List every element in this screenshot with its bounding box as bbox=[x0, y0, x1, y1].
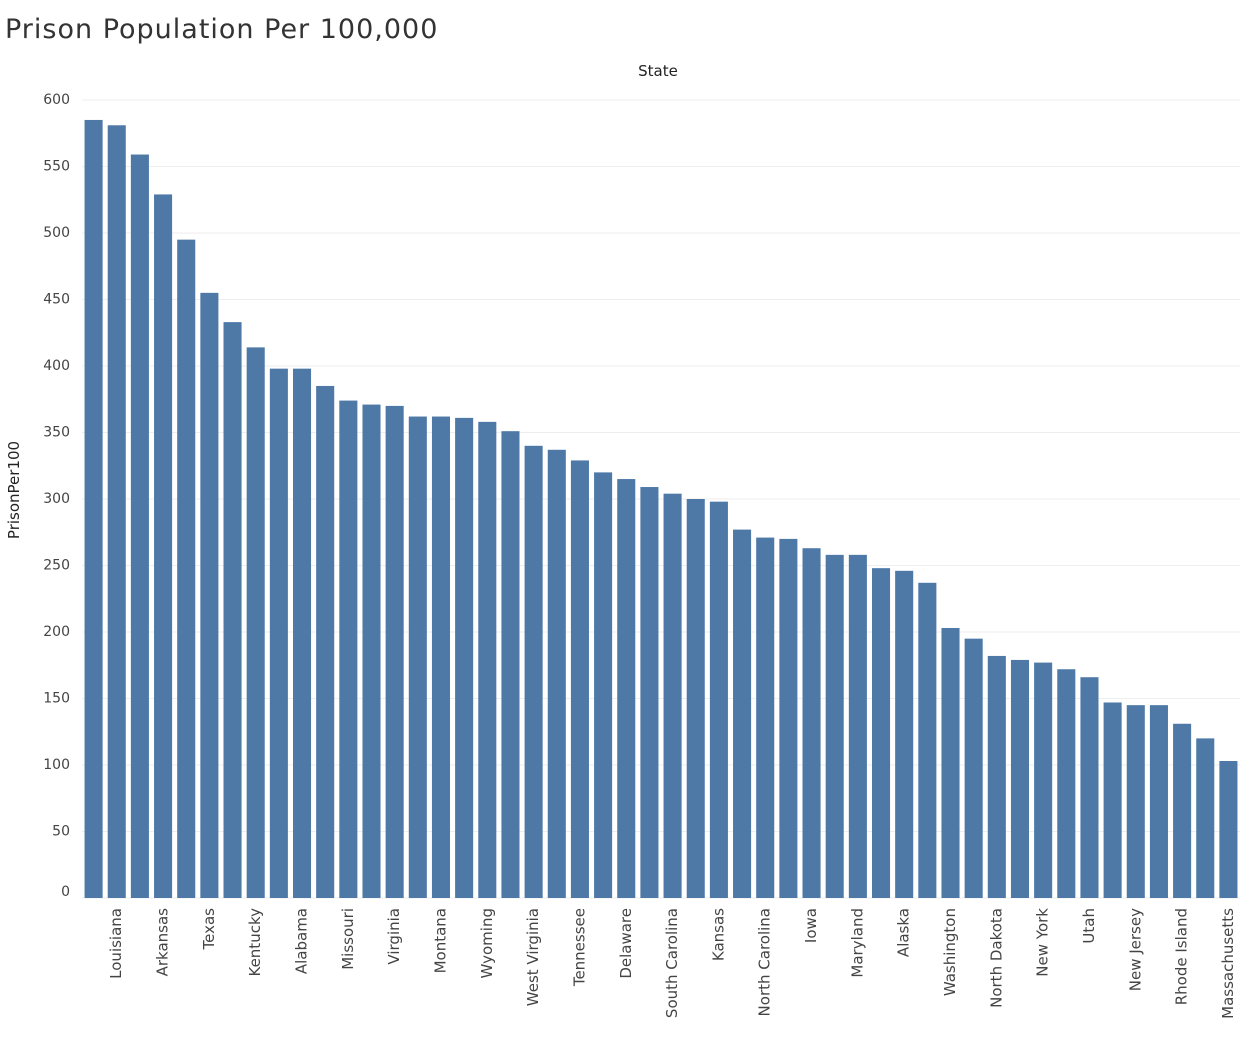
bar bbox=[1149, 705, 1168, 898]
x-tick-label: Alabama bbox=[293, 908, 311, 974]
bar bbox=[871, 568, 891, 898]
bar bbox=[478, 421, 497, 898]
x-tick-label: Utah bbox=[1080, 908, 1098, 944]
bar bbox=[1173, 723, 1192, 898]
bar bbox=[802, 548, 821, 898]
x-tick-label: Arkansas bbox=[154, 908, 172, 977]
bar bbox=[733, 529, 752, 898]
bar bbox=[964, 638, 983, 898]
bar bbox=[223, 322, 242, 898]
bar bbox=[895, 570, 914, 898]
y-tick-label: 350 bbox=[43, 425, 70, 441]
bar bbox=[339, 400, 358, 898]
x-tick-label: Louisiana bbox=[107, 908, 125, 979]
bar bbox=[408, 416, 427, 898]
y-tick-label: 450 bbox=[43, 292, 70, 308]
x-tick-label: Iowa bbox=[802, 908, 820, 943]
bar bbox=[1196, 738, 1215, 898]
y-axis-label: PrisonPer100 bbox=[5, 441, 23, 539]
bar bbox=[1103, 702, 1122, 898]
bar bbox=[292, 368, 312, 898]
y-tick-label: 600 bbox=[43, 92, 70, 108]
bar bbox=[848, 554, 867, 898]
y-tick-label: 400 bbox=[43, 358, 70, 374]
x-tick-label: Virginia bbox=[385, 908, 403, 965]
x-tick-label: New York bbox=[1034, 908, 1052, 977]
bar bbox=[1126, 705, 1145, 898]
x-tick-label: Missouri bbox=[339, 908, 357, 970]
bar bbox=[154, 194, 173, 898]
bar bbox=[177, 239, 196, 898]
bar bbox=[501, 431, 520, 898]
x-tick-label: Rhode Island bbox=[1173, 908, 1191, 1005]
x-tick-label: South Carolina bbox=[663, 908, 681, 1018]
x-tick-label: Alaska bbox=[895, 908, 913, 957]
bar bbox=[779, 538, 798, 898]
bar bbox=[524, 445, 543, 898]
x-tick-label: North Carolina bbox=[756, 908, 774, 1016]
bar bbox=[107, 125, 126, 898]
y-tick-label: 200 bbox=[43, 624, 70, 640]
chart-title: Prison Population Per 100,000 bbox=[5, 14, 438, 45]
bar bbox=[1219, 761, 1238, 898]
bar bbox=[617, 479, 636, 898]
bar bbox=[570, 460, 589, 898]
x-tick-label: Montana bbox=[431, 908, 449, 973]
bar bbox=[246, 347, 265, 898]
bar bbox=[547, 449, 566, 898]
bar bbox=[431, 416, 451, 898]
x-tick-label: Massachusetts bbox=[1219, 908, 1237, 1019]
bar bbox=[640, 487, 659, 898]
bar bbox=[1080, 677, 1099, 898]
x-tick-label: New Jersey bbox=[1126, 908, 1144, 991]
bar bbox=[200, 292, 219, 899]
x-tick-label: Texas bbox=[200, 908, 218, 951]
bar bbox=[1010, 659, 1030, 898]
x-tick-label: Kentucky bbox=[246, 908, 264, 977]
y-tick-label: 0 bbox=[61, 884, 70, 900]
x-tick-label: Kansas bbox=[709, 908, 727, 961]
bar bbox=[316, 385, 335, 898]
bar bbox=[825, 554, 844, 898]
y-tick-label: 300 bbox=[43, 491, 70, 507]
y-tick-label: 250 bbox=[43, 558, 70, 574]
bar bbox=[385, 405, 404, 898]
bar bbox=[1057, 669, 1076, 898]
bar bbox=[1034, 662, 1053, 898]
bar bbox=[130, 154, 149, 898]
bar bbox=[756, 537, 775, 898]
x-tick-label: Wyoming bbox=[478, 908, 496, 978]
bar bbox=[362, 404, 381, 898]
y-tick-label: 50 bbox=[52, 824, 70, 840]
y-tick-label: 550 bbox=[43, 159, 70, 175]
x-tick-label: Tennessee bbox=[570, 908, 588, 987]
y-tick-label: 500 bbox=[43, 225, 70, 241]
x-tick-label: Washington bbox=[941, 908, 959, 996]
y-tick-label: 100 bbox=[43, 757, 70, 773]
bar bbox=[84, 119, 103, 898]
x-tick-label: West Virginia bbox=[524, 908, 542, 1006]
x-tick-label: Maryland bbox=[848, 908, 866, 978]
bar bbox=[709, 501, 728, 898]
bar bbox=[918, 582, 937, 898]
y-tick-label: 150 bbox=[43, 691, 70, 707]
bar bbox=[269, 368, 288, 898]
bar bbox=[987, 655, 1006, 898]
bar bbox=[663, 493, 682, 898]
bar bbox=[941, 628, 960, 898]
bar bbox=[686, 499, 705, 898]
bar bbox=[455, 417, 474, 898]
x-tick-label: North Dakota bbox=[987, 908, 1005, 1008]
bar bbox=[594, 472, 613, 898]
x-axis-label: State bbox=[638, 62, 678, 80]
x-tick-label: Delaware bbox=[617, 908, 635, 979]
